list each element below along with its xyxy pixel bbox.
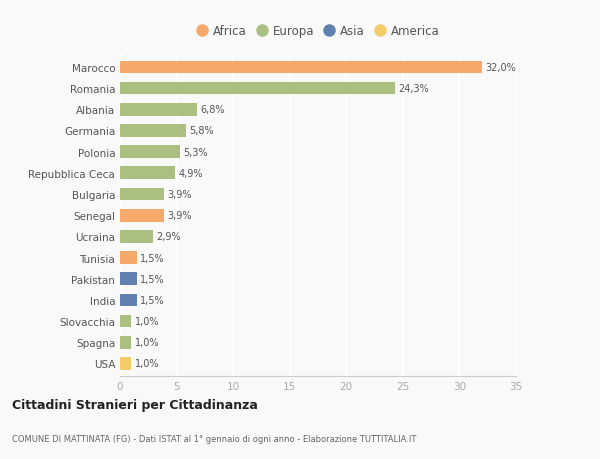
- Text: 32,0%: 32,0%: [485, 63, 516, 73]
- Bar: [120, 315, 131, 328]
- Text: 1,5%: 1,5%: [140, 274, 165, 284]
- Legend: Africa, Europa, Asia, America: Africa, Europa, Asia, America: [194, 22, 442, 40]
- Text: 2,9%: 2,9%: [156, 232, 181, 242]
- Text: 1,0%: 1,0%: [135, 316, 159, 326]
- Bar: [120, 230, 153, 243]
- Bar: [120, 358, 131, 370]
- Text: 1,0%: 1,0%: [135, 337, 159, 347]
- Text: 6,8%: 6,8%: [200, 105, 225, 115]
- Text: 1,5%: 1,5%: [140, 253, 165, 263]
- Bar: [120, 146, 180, 159]
- Bar: [120, 167, 175, 180]
- Text: 5,3%: 5,3%: [184, 147, 208, 157]
- Bar: [120, 125, 185, 138]
- Bar: [120, 188, 164, 201]
- Text: 5,8%: 5,8%: [189, 126, 214, 136]
- Bar: [120, 62, 482, 74]
- Bar: [120, 83, 395, 95]
- Text: COMUNE DI MATTINATA (FG) - Dati ISTAT al 1° gennaio di ogni anno - Elaborazione : COMUNE DI MATTINATA (FG) - Dati ISTAT al…: [12, 434, 416, 442]
- Text: 1,5%: 1,5%: [140, 295, 165, 305]
- Bar: [120, 294, 137, 307]
- Bar: [120, 209, 164, 222]
- Text: Cittadini Stranieri per Cittadinanza: Cittadini Stranieri per Cittadinanza: [12, 398, 258, 412]
- Text: 3,9%: 3,9%: [167, 190, 192, 200]
- Bar: [120, 104, 197, 117]
- Bar: [120, 252, 137, 264]
- Bar: [120, 273, 137, 285]
- Text: 24,3%: 24,3%: [398, 84, 429, 94]
- Text: 1,0%: 1,0%: [135, 358, 159, 369]
- Text: 3,9%: 3,9%: [167, 211, 192, 221]
- Text: 4,9%: 4,9%: [179, 168, 203, 179]
- Bar: [120, 336, 131, 349]
